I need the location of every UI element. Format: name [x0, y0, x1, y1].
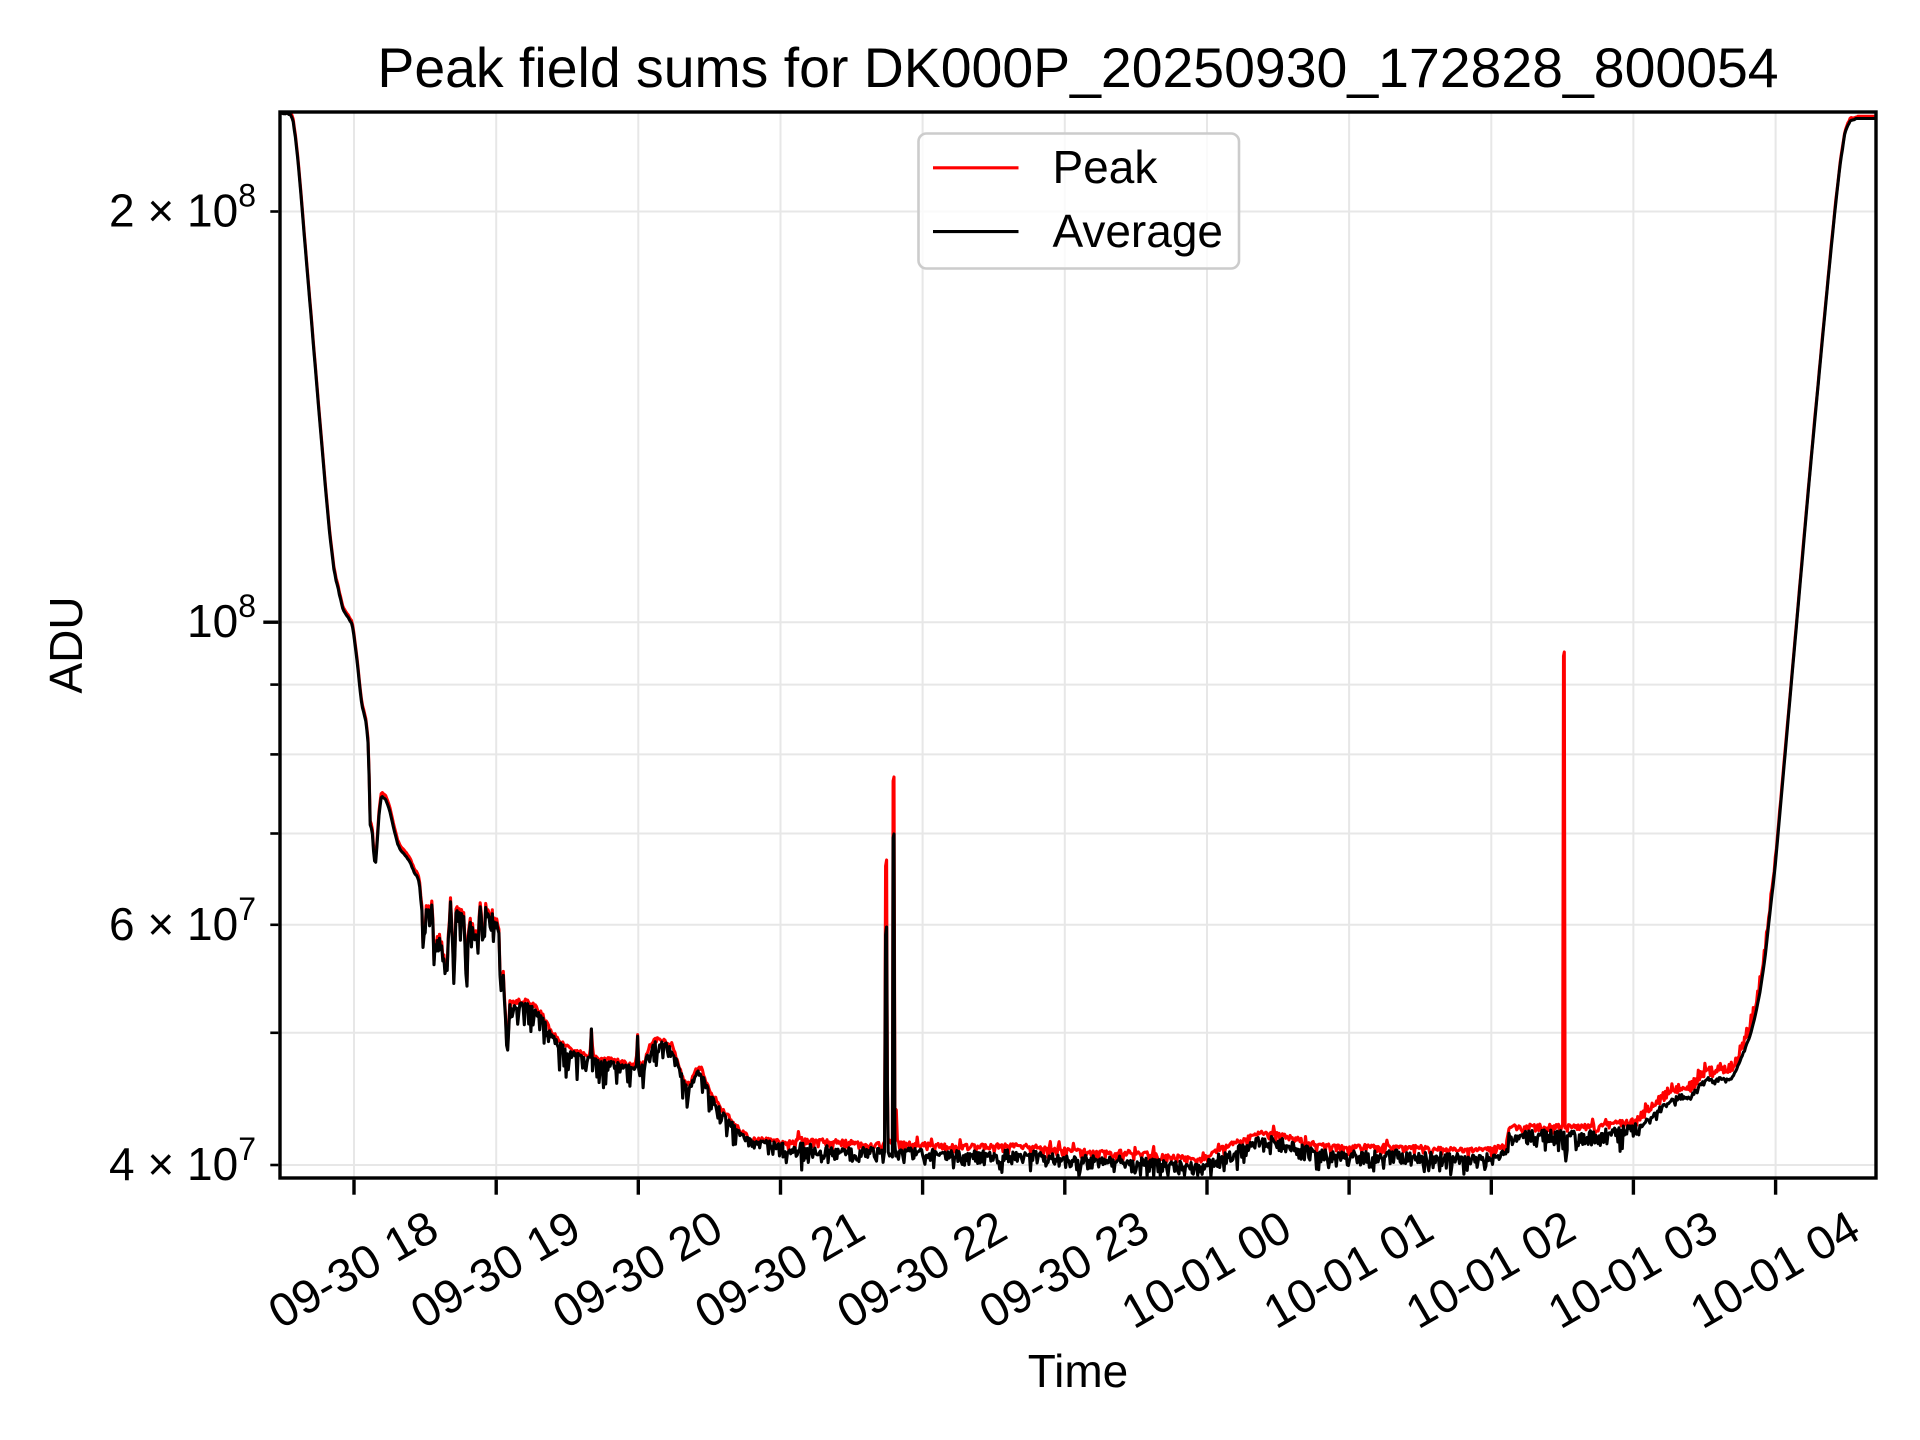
- svg-text:Time: Time: [1028, 1345, 1129, 1397]
- svg-text:6 × 107: 6 × 107: [109, 891, 256, 950]
- svg-text:Peak: Peak: [1053, 141, 1159, 193]
- svg-text:ADU: ADU: [40, 596, 92, 693]
- svg-text:2 × 108: 2 × 108: [109, 178, 256, 237]
- svg-text:Peak field sums for DK000P_202: Peak field sums for DK000P_20250930_1728…: [377, 37, 1778, 99]
- svg-text:Average: Average: [1053, 205, 1224, 257]
- svg-text:4 × 107: 4 × 107: [109, 1131, 256, 1190]
